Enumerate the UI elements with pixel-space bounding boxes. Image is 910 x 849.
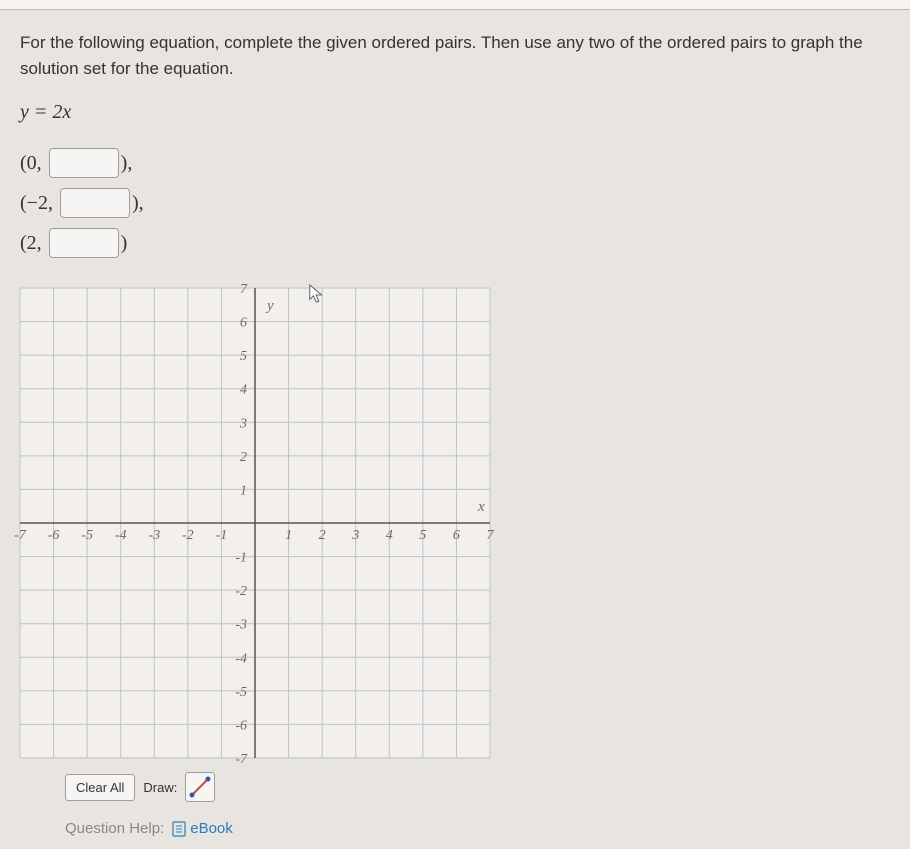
pair-x: 2	[27, 232, 37, 255]
svg-text:-3: -3	[148, 528, 160, 543]
svg-text:6: 6	[453, 528, 460, 543]
svg-text:3: 3	[351, 528, 359, 543]
graph-toolbar: Clear All Draw:	[65, 772, 890, 802]
top-border	[0, 0, 910, 10]
paren-close: ),	[121, 152, 133, 175]
ebook-icon	[172, 821, 186, 837]
svg-text:x: x	[477, 499, 485, 515]
svg-text:4: 4	[386, 528, 393, 543]
paren-close: )	[121, 232, 128, 255]
svg-text:-3: -3	[235, 618, 247, 633]
svg-text:-6: -6	[48, 528, 60, 543]
line-tool-icon	[188, 775, 212, 799]
paren-close: ),	[132, 192, 144, 215]
help-label: Question Help:	[65, 820, 164, 837]
coordinate-graph[interactable]: -7 -6 -5 -4 -3 -2 -1 1 2 3 4 5 6 7 -7 -6 -5 -4 -3 -2 -1 1 2 3 4 5…	[10, 278, 500, 768]
pair-input-1[interactable]	[60, 188, 130, 218]
svg-text:-5: -5	[81, 528, 93, 543]
svg-text:-1: -1	[216, 528, 228, 543]
pair-input-0[interactable]	[49, 148, 119, 178]
svg-text:6: 6	[240, 316, 247, 331]
svg-text:-2: -2	[235, 584, 247, 599]
svg-text:-6: -6	[235, 718, 247, 733]
clear-all-button[interactable]: Clear All	[65, 774, 135, 801]
svg-text:-2: -2	[182, 528, 194, 543]
svg-text:7: 7	[240, 282, 248, 297]
pair-x: −2	[27, 192, 48, 215]
comma: ,	[37, 152, 47, 175]
pair-row: ( −2 , ),	[20, 188, 890, 218]
svg-text:1: 1	[285, 528, 292, 543]
svg-text:5: 5	[240, 349, 247, 364]
svg-text:1: 1	[240, 483, 247, 498]
svg-text:-7: -7	[235, 752, 248, 767]
paren-open: (	[20, 192, 27, 215]
question-content: For the following equation, complete the…	[0, 10, 910, 837]
question-help-row: Question Help: eBook	[65, 820, 890, 837]
ebook-text: eBook	[190, 820, 233, 837]
paren-open: (	[20, 152, 27, 175]
graph-container: -7 -6 -5 -4 -3 -2 -1 1 2 3 4 5 6 7 -7 -6 -5 -4 -3 -2 -1 1 2 3 4 5…	[10, 278, 890, 768]
svg-text:4: 4	[240, 383, 247, 398]
ebook-link[interactable]: eBook	[172, 820, 233, 837]
svg-text:2: 2	[319, 528, 326, 543]
equation-text: y = 2x	[20, 101, 890, 124]
svg-text:3: 3	[239, 416, 247, 431]
comma: ,	[37, 232, 47, 255]
svg-text:7: 7	[487, 528, 495, 543]
svg-text:y: y	[265, 298, 274, 314]
svg-text:-1: -1	[235, 551, 247, 566]
instructions-text: For the following equation, complete the…	[20, 30, 890, 81]
paren-open: (	[20, 232, 27, 255]
pair-row: ( 2 , )	[20, 228, 890, 258]
ordered-pairs: ( 0 , ), ( −2 , ), ( 2 , )	[20, 148, 890, 258]
svg-text:-7: -7	[14, 528, 27, 543]
svg-text:-4: -4	[235, 651, 247, 666]
pair-row: ( 0 , ),	[20, 148, 890, 178]
comma: ,	[48, 192, 58, 215]
pair-input-2[interactable]	[49, 228, 119, 258]
svg-text:2: 2	[240, 450, 247, 465]
svg-text:-4: -4	[115, 528, 127, 543]
svg-text:-5: -5	[235, 685, 247, 700]
line-tool-button[interactable]	[185, 772, 215, 802]
svg-text:5: 5	[419, 528, 426, 543]
pair-x: 0	[27, 152, 37, 175]
draw-label: Draw:	[137, 775, 183, 800]
